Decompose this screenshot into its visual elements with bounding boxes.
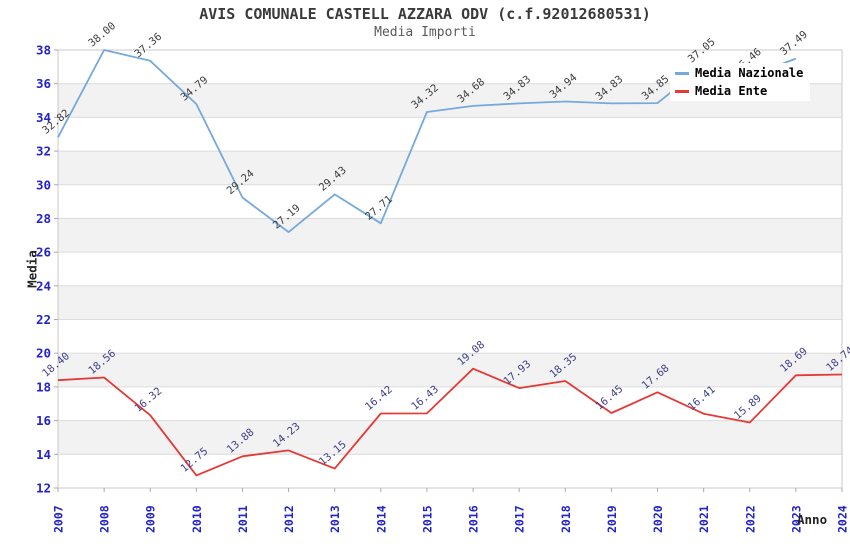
plot-band bbox=[58, 420, 842, 455]
x-axis-tick-label: 2020 bbox=[651, 505, 665, 533]
y-axis-tick-label: 38 bbox=[36, 43, 51, 58]
y-axis-tick-label: 36 bbox=[36, 76, 51, 91]
chart-title: AVIS COMUNALE CASTELL AZZARA ODV (c.f.92… bbox=[199, 5, 651, 23]
x-axis-tick-label: 2008 bbox=[98, 505, 112, 533]
plot-band bbox=[58, 117, 842, 152]
legend-label: Media Ente bbox=[695, 84, 768, 98]
y-axis-tick-label: 16 bbox=[36, 413, 51, 428]
x-axis-title: Anno bbox=[797, 512, 828, 527]
point-value-label: 38.00 bbox=[86, 20, 118, 50]
x-axis-tick-label: 2012 bbox=[282, 505, 296, 533]
legend-swatch-ente-line-icon bbox=[675, 89, 689, 93]
x-axis-tick-label: 2018 bbox=[559, 505, 573, 533]
y-axis-tick-label: 28 bbox=[36, 211, 51, 226]
x-axis-tick-label: 2010 bbox=[190, 505, 204, 533]
plot-band bbox=[58, 252, 842, 286]
x-axis-tick-label: 2023 bbox=[789, 505, 803, 533]
legend-swatch-nazionale-line-icon bbox=[675, 71, 689, 75]
chart-legend: Media Nazionale Media Ente bbox=[670, 63, 810, 101]
x-axis-tick-label: 2016 bbox=[467, 505, 481, 533]
x-axis-tick-label: 2019 bbox=[605, 505, 619, 533]
x-axis-tick-label: 2014 bbox=[374, 505, 388, 533]
x-axis-tick-label: 2011 bbox=[236, 505, 250, 533]
legend-label: Media Nazionale bbox=[695, 66, 804, 80]
plot-band bbox=[58, 151, 842, 185]
chart-subtitle: Media Importi bbox=[374, 25, 476, 40]
y-axis-title: Media bbox=[24, 250, 40, 288]
y-axis-tick-label: 26 bbox=[36, 245, 51, 260]
y-axis-tick-label: 14 bbox=[36, 447, 51, 462]
x-axis-tick-label: 2017 bbox=[513, 505, 527, 533]
x-axis-tick-label: 2024 bbox=[836, 505, 850, 533]
y-axis-tick-label: 22 bbox=[36, 312, 51, 327]
plot-band bbox=[58, 285, 842, 320]
y-axis-tick-label: 30 bbox=[36, 177, 51, 192]
plot-band bbox=[58, 353, 842, 387]
legend-item-media-nazionale: Media Nazionale bbox=[675, 64, 810, 82]
x-axis-tick-label: 2013 bbox=[328, 505, 342, 533]
x-axis-tick-label: 2022 bbox=[743, 505, 757, 533]
plot-band bbox=[58, 319, 842, 354]
y-axis-tick-label: 24 bbox=[36, 278, 51, 293]
y-axis-tick-label: 12 bbox=[36, 481, 51, 496]
x-axis-tick-label: 2015 bbox=[420, 505, 434, 533]
y-axis-tick-label: 18 bbox=[36, 379, 51, 394]
plot-band bbox=[58, 184, 842, 219]
x-axis-tick-label: 2021 bbox=[697, 505, 711, 533]
plot-band bbox=[58, 454, 842, 488]
legend-item-media-ente: Media Ente bbox=[675, 82, 810, 100]
series-line-media-ente bbox=[57, 367, 843, 477]
x-axis-tick-label: 2009 bbox=[144, 505, 158, 533]
y-axis-tick-label: 32 bbox=[36, 144, 51, 159]
y-axis-tick-label: 34 bbox=[36, 110, 51, 125]
plot-border bbox=[57, 49, 843, 489]
plot-band bbox=[58, 218, 842, 253]
y-axis-tick-label: 20 bbox=[36, 346, 51, 361]
x-axis-tick-label: 2007 bbox=[52, 505, 66, 533]
